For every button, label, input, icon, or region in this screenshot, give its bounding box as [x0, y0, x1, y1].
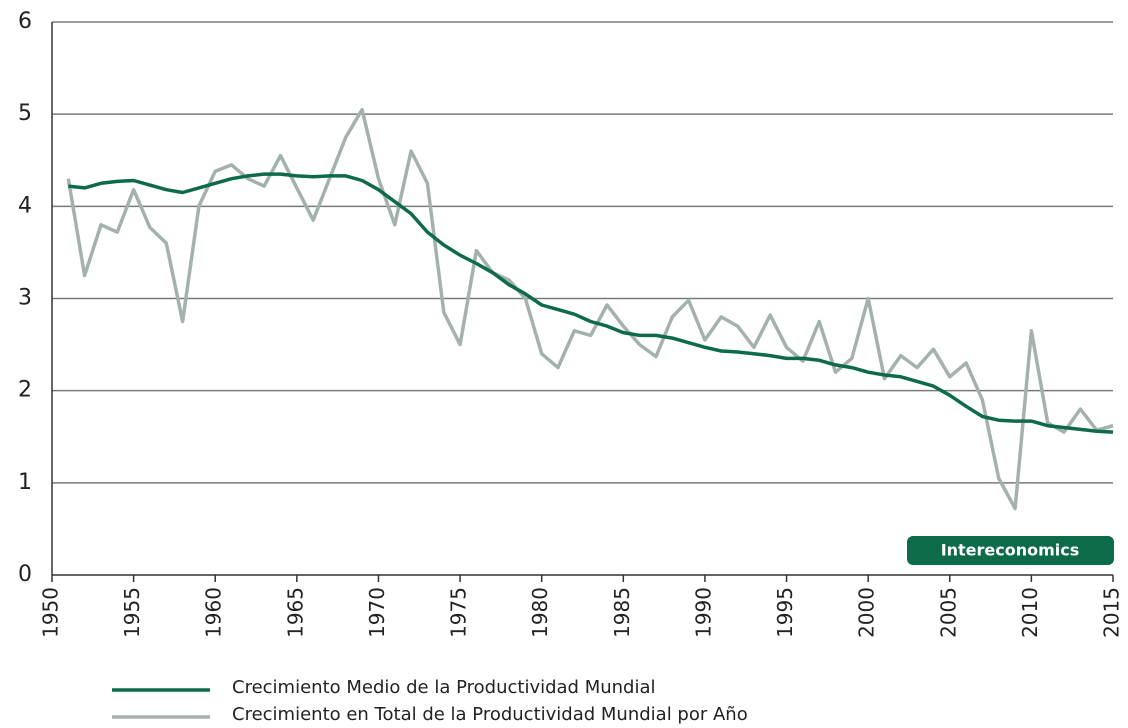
x-tick-label: 1990: [691, 587, 715, 638]
y-tick-label: 1: [18, 470, 32, 495]
x-tick-label: 1955: [120, 587, 144, 638]
x-tick-label: 1970: [365, 587, 389, 638]
legend-label: Crecimiento Medio de la Productividad Mu…: [232, 677, 656, 698]
y-tick-label: 2: [18, 378, 32, 403]
x-tick-label: 1950: [39, 587, 63, 638]
x-tick-label: 2010: [1018, 587, 1042, 638]
x-tick-label: 1965: [283, 587, 307, 638]
y-tick-label: 0: [18, 562, 32, 587]
x-tick-label: 2015: [1100, 587, 1124, 638]
y-tick-label: 5: [18, 101, 32, 126]
y-tick-label: 3: [18, 286, 32, 311]
badge-bg: [907, 536, 1114, 565]
annotation-badge: Intereconomics: [907, 536, 1114, 565]
series-line: [66, 107, 1114, 511]
x-tick-label: 1975: [447, 587, 471, 638]
y-tick-label: 4: [18, 193, 32, 218]
x-tick-label: 2005: [936, 587, 960, 638]
legend-label: Crecimiento en Total de la Productividad…: [232, 704, 748, 725]
plot: 0 1 2 3 4 5 6 1950 1955 1960 1965 1970 1975 1980 1985 1…: [18, 9, 1124, 725]
x-tick-label: 2000: [855, 587, 879, 638]
x-tick-label: 1980: [528, 587, 552, 638]
series-line: [68, 172, 1114, 434]
x-tick-label: 1960: [202, 587, 226, 638]
x-tick-label: 1985: [610, 587, 634, 638]
y-tick-label: 6: [18, 9, 32, 34]
x-tick-label: 1995: [773, 587, 797, 638]
annotation: Intereconomics: [941, 541, 1080, 560]
